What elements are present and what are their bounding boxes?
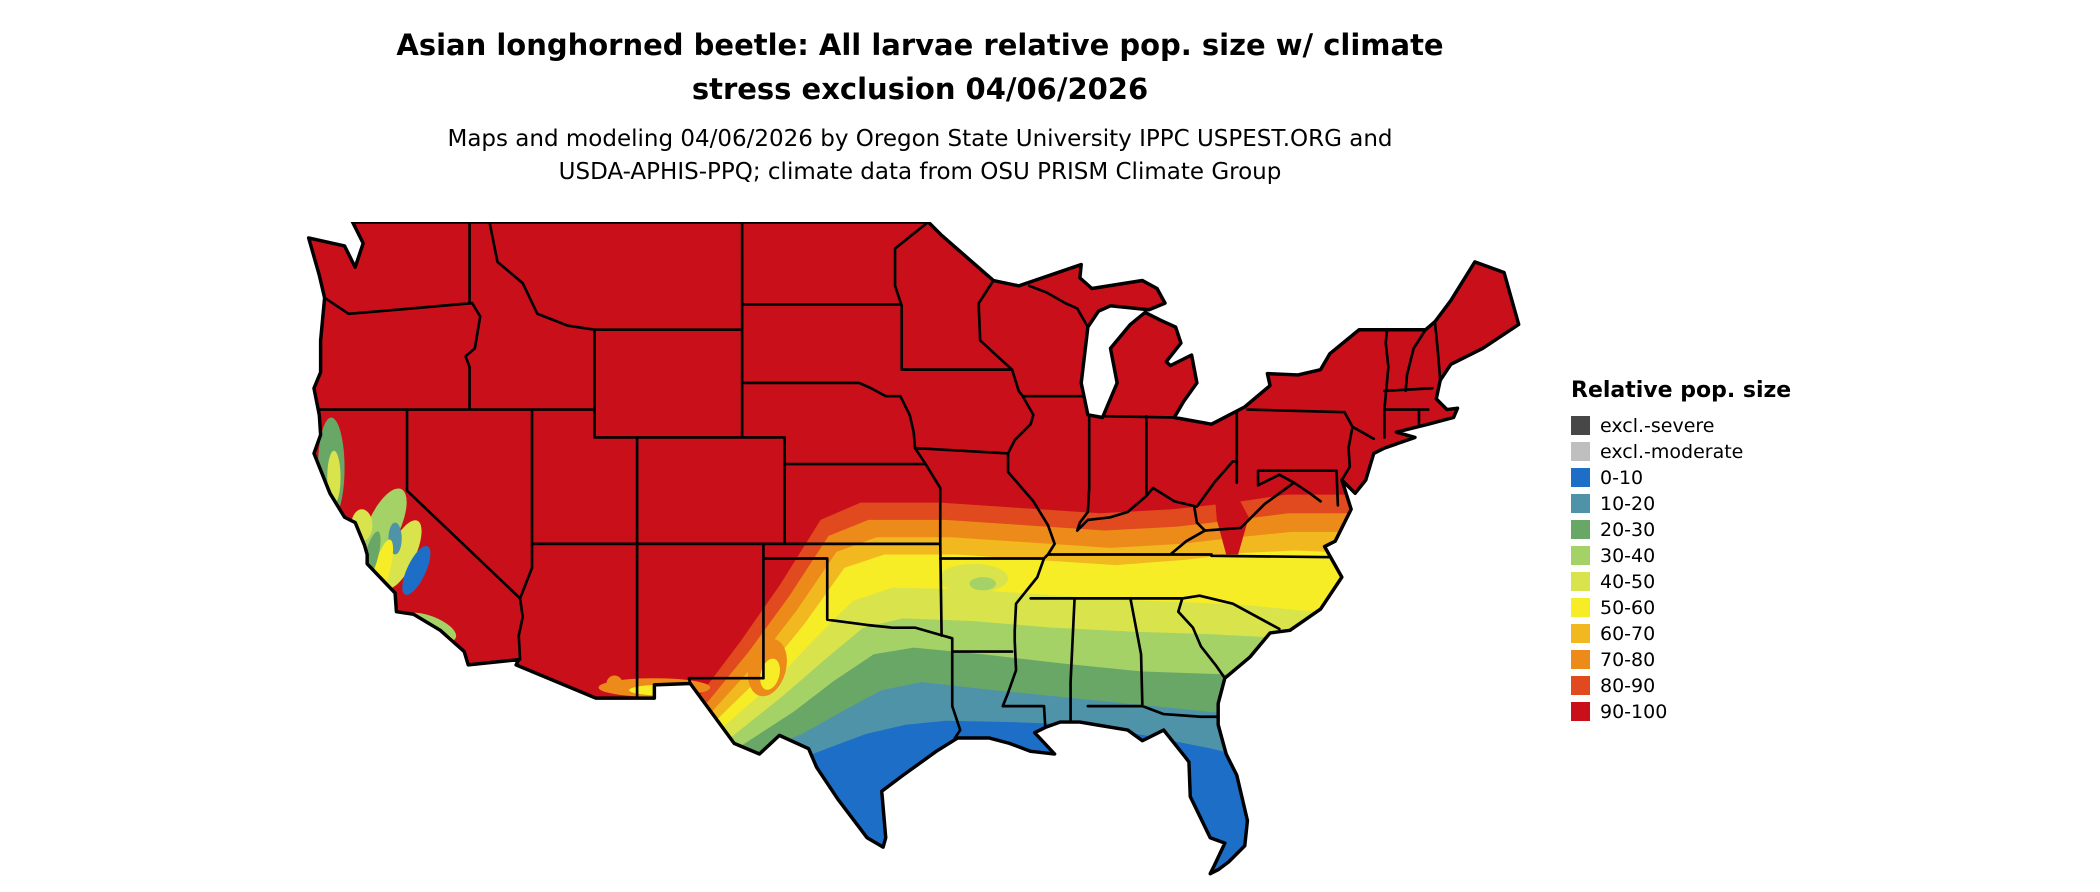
- legend-label: 30-40: [1600, 544, 1656, 567]
- title-line-1: Asian longhorned beetle: All larvae rela…: [396, 28, 1444, 62]
- socal-teal-spot: [441, 643, 450, 652]
- legend-item: excl.-severe: [1571, 414, 1791, 437]
- pecos-yellow-patch: [760, 658, 780, 690]
- subtitle-line-1: Maps and modeling 04/06/2026 by Oregon S…: [447, 126, 1393, 152]
- legend-item: excl.-moderate: [1571, 440, 1791, 463]
- legend-label: 50-60: [1600, 596, 1656, 619]
- ozark-patch-green: [969, 577, 997, 591]
- ozark-patch: [938, 563, 1009, 594]
- legend-label: excl.-severe: [1600, 414, 1715, 437]
- legend-swatch: [1571, 598, 1590, 617]
- legend-swatch: [1571, 442, 1590, 461]
- legend-item: 30-40: [1571, 544, 1791, 567]
- legend-item: 90-100: [1571, 700, 1791, 723]
- page-title: Asian longhorned beetle: All larvae rela…: [0, 24, 1840, 111]
- state-borders: [317, 222, 1442, 740]
- legend-item: 0-10: [1571, 466, 1791, 489]
- title-block: Asian longhorned beetle: All larvae rela…: [0, 24, 1840, 190]
- legend-label: excl.-moderate: [1600, 440, 1744, 463]
- legend-swatch: [1571, 702, 1590, 721]
- norcal-coast-yellowgreen: [327, 450, 341, 504]
- legend: Relative pop. size excl.-severe excl.-mo…: [1571, 378, 1791, 728]
- legend-swatch: [1571, 676, 1590, 695]
- legend-item: 60-70: [1571, 622, 1791, 645]
- legend-label: 20-30: [1600, 518, 1656, 541]
- legend-swatch: [1571, 650, 1590, 669]
- san-joaquin-blue: [402, 546, 431, 595]
- legend-swatch: [1571, 572, 1590, 591]
- legend-label: 70-80: [1600, 648, 1656, 671]
- title-line-2: stress exclusion 04/06/2026: [691, 71, 1149, 106]
- legend-item: 40-50: [1571, 570, 1791, 593]
- legend-label: 10-20: [1600, 492, 1656, 515]
- nm-border-yellow: [629, 684, 693, 696]
- subtitle: Maps and modeling 04/06/2026 by Oregon S…: [0, 123, 1840, 190]
- appalachian-red-tongue: [1214, 482, 1249, 555]
- us-outline: [306, 222, 1521, 876]
- band-0-10: [759, 720, 1519, 874]
- ozark-mottle: [938, 563, 1009, 594]
- legend-swatch: [1571, 494, 1590, 513]
- legend-swatch: [1571, 468, 1590, 487]
- legend-item: 50-60: [1571, 596, 1791, 619]
- us-map-svg: [306, 222, 1521, 876]
- se-arizona-orange-spot: [606, 675, 623, 692]
- subtitle-line-2: USDA-APHIS-PPQ; climate data from OSU PR…: [558, 159, 1282, 186]
- legend-label: 80-90: [1600, 674, 1656, 697]
- legend-title: Relative pop. size: [1571, 378, 1792, 403]
- legend-item: 80-90: [1571, 674, 1791, 697]
- legend-label: 60-70: [1600, 622, 1656, 645]
- san-joaquin-yellowgreen: [381, 520, 422, 589]
- legend-swatch: [1571, 416, 1590, 435]
- legend-swatch: [1571, 546, 1590, 565]
- legend-item: 70-80: [1571, 648, 1791, 671]
- legend-label: 40-50: [1600, 570, 1656, 593]
- legend-swatch: [1571, 520, 1590, 539]
- legend-item: 10-20: [1571, 492, 1791, 515]
- legend-item: 20-30: [1571, 518, 1791, 541]
- legend-label: 0-10: [1600, 466, 1644, 489]
- us-map: [302, 222, 1532, 887]
- legend-label: 90-100: [1600, 700, 1668, 723]
- legend-swatch: [1571, 624, 1590, 643]
